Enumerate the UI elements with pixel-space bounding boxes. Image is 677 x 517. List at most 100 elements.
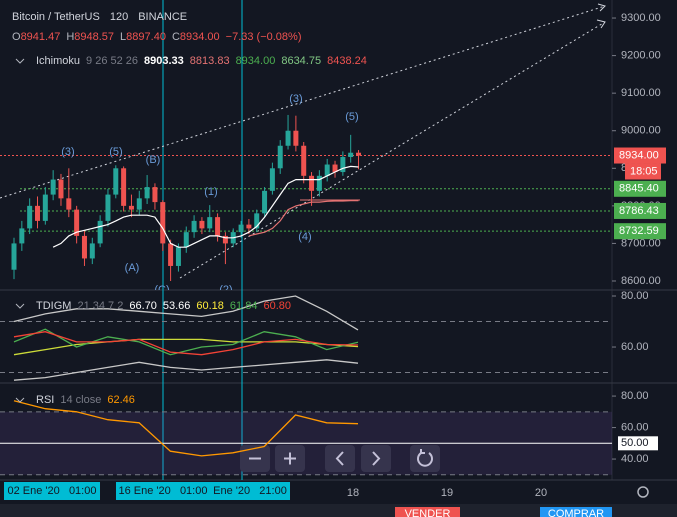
indicator-value: 8934.00 [236, 55, 276, 67]
candle-body [207, 217, 213, 229]
trend-arrow [596, 3, 606, 29]
cursor-label-box [4, 482, 100, 500]
wave-label: (4) [298, 231, 311, 243]
candle-body [324, 164, 330, 176]
wave-label: (3) [61, 146, 74, 158]
indicator-value: 61.84 [230, 300, 258, 312]
candle-body [97, 220, 103, 244]
countdown-box [625, 163, 661, 180]
indicator-line [13, 400, 359, 457]
mid-label-box [618, 436, 658, 451]
candle-body [238, 224, 244, 233]
candle-body [222, 235, 228, 244]
indicator-line [13, 295, 359, 331]
candle-body [285, 130, 291, 146]
scroll-right-button[interactable] [361, 445, 391, 472]
candle-body [89, 243, 95, 259]
candle-body [74, 209, 80, 236]
ohlc-value: 8934.00 [180, 31, 220, 43]
x-tick-label: 19 [441, 487, 453, 499]
y-tick-label: 9000.00 [621, 125, 661, 137]
candle-body [11, 243, 17, 270]
indicator-value: 60.18 [196, 300, 224, 312]
indicator-params: 14 close [60, 394, 101, 406]
wave-label: (2) [219, 284, 232, 296]
candle-body [42, 194, 48, 221]
ohlc-legend: O8941.47 H8948.57 L8897.40 C8934.00 −7.33 (−… [12, 31, 302, 43]
collapse-icon [15, 58, 25, 64]
trend-line [0, 5, 606, 199]
candle-body [215, 217, 221, 236]
candle-body [340, 157, 346, 173]
price-label: 8786.43 [619, 205, 659, 217]
candle-body [332, 164, 338, 173]
candle-body [50, 179, 56, 195]
price-label-box [614, 180, 666, 197]
candle-body [191, 220, 197, 233]
ohlc-value: 8897.40 [126, 31, 166, 43]
ohlc-change: −7.33 (−0.08%) [226, 31, 302, 43]
indicator-value: 8903.33 [144, 55, 184, 67]
reset-button[interactable] [410, 445, 440, 472]
indicator-line [13, 359, 359, 381]
indicator-value: 60.80 [263, 300, 291, 312]
y-tick-label: 8600.00 [621, 275, 661, 287]
candle-body [277, 145, 283, 169]
ohlc-key: H [66, 31, 74, 43]
settings-icon[interactable] [637, 486, 649, 498]
ohlc-value: 8948.57 [74, 31, 114, 43]
countdown: 18:05 [630, 165, 658, 177]
candle-body [262, 190, 268, 214]
scroll-left-button[interactable] [325, 445, 355, 472]
interval: 120 [110, 11, 128, 23]
cursor-label: 16 Ene '20 01:00 [119, 485, 208, 497]
ohlc-key: L [120, 31, 126, 43]
candle-body [199, 220, 205, 229]
indicator-value: 8438.24 [327, 55, 367, 67]
indicator-line [248, 199, 359, 237]
y-tick-label: 80.00 [621, 290, 649, 302]
indicator-line [13, 338, 359, 356]
candle-body [27, 205, 33, 229]
reset-icon [417, 449, 433, 467]
candle-body [152, 187, 158, 203]
candle-body [105, 194, 111, 221]
price-label: 8732.59 [619, 225, 659, 237]
price-label-box [614, 147, 666, 164]
candle-body [136, 198, 142, 210]
ohlc-key: O [12, 31, 21, 43]
y-tick-label: 9100.00 [621, 87, 661, 99]
candle-body [183, 232, 189, 248]
trade-button[interactable] [395, 507, 460, 517]
price-label-box [614, 202, 666, 219]
indicator-value: 66.70 [129, 300, 157, 312]
indicator-value: 62.46 [107, 394, 135, 406]
indicator-params: 21 34 7 2 [77, 300, 123, 312]
chart-controls [240, 445, 440, 472]
right-icon [372, 451, 381, 466]
candle-body [81, 235, 87, 259]
indicator-params: 9 26 52 26 [86, 55, 138, 67]
price-label: 8934.00 [619, 149, 659, 161]
y-tick-label: 9300.00 [621, 12, 661, 24]
price-label-box [614, 223, 666, 240]
cursor-label: Ene '20 21:00 [213, 485, 287, 497]
wave-label: (C) [154, 284, 169, 296]
indicator-line [13, 328, 359, 356]
candle-body [66, 198, 72, 210]
left-icon [335, 451, 344, 466]
x-tick-label: 18 [347, 487, 359, 499]
wave-label: (3) [289, 93, 302, 105]
x-tick-label: 20 [535, 487, 547, 499]
price-label: 8845.40 [619, 183, 659, 195]
indicator-line [13, 331, 359, 356]
plus-icon [284, 452, 296, 465]
trade-button[interactable] [540, 507, 612, 517]
trade-button-label: VENDER [405, 508, 451, 517]
indicator-value: 8813.83 [190, 55, 230, 67]
candle-body [348, 152, 354, 158]
indicator-value: 8634.75 [281, 55, 321, 67]
exchange: BINANCE [138, 11, 187, 23]
